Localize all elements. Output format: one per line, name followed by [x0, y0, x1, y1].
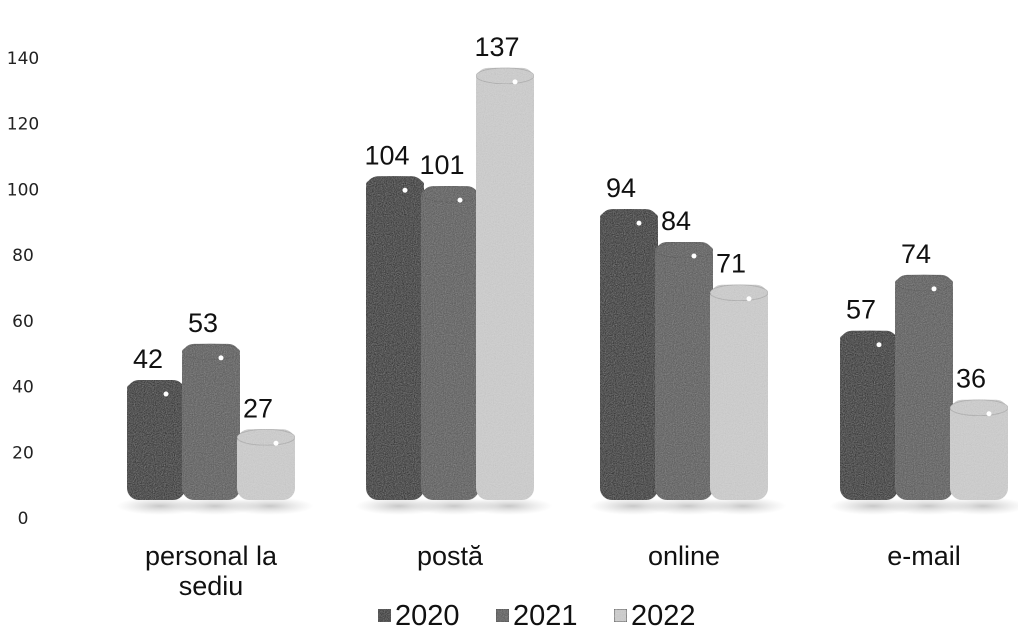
bar-cap	[654, 241, 714, 259]
data-label-2022-0: 27	[243, 393, 273, 423]
bar-cap	[475, 67, 535, 85]
bar-highlight	[636, 220, 642, 226]
bar-highlight	[402, 187, 408, 193]
category-label: online	[648, 541, 720, 571]
bar-cap	[181, 343, 241, 361]
bar-body	[655, 242, 713, 500]
bar-highlight	[986, 411, 992, 417]
bar-cap	[365, 175, 425, 193]
category-label: sediu	[179, 571, 244, 601]
bar-2020-1	[355, 175, 443, 515]
bars-group	[116, 67, 1018, 515]
bar-body	[840, 330, 898, 500]
bar-shadow	[939, 497, 1018, 515]
bar-cap	[126, 379, 186, 397]
bar-shadow	[699, 497, 787, 515]
y-tick-label: 80	[12, 246, 34, 266]
data-label-2021-3: 74	[901, 239, 931, 269]
bar-cap	[709, 284, 769, 302]
bar-body	[710, 284, 768, 500]
bar-cap	[894, 274, 954, 292]
bar-body	[237, 429, 295, 500]
bar-body	[476, 67, 534, 500]
legend-label-2022: 2022	[631, 600, 696, 632]
bar-highlight	[746, 296, 752, 302]
bar-highlight	[163, 391, 169, 397]
bar-highlight	[931, 286, 937, 292]
bar-highlight	[876, 342, 882, 348]
data-label-2021-0: 53	[188, 308, 218, 338]
category-label: postă	[417, 541, 484, 571]
y-tick-label: 100	[7, 180, 39, 200]
bar-cap	[420, 185, 480, 203]
bar-highlight	[273, 440, 279, 446]
data-label-2020-0: 42	[133, 344, 163, 374]
bar-shadow	[465, 497, 553, 515]
data-label-2022-3: 36	[956, 364, 986, 394]
bar-body	[895, 274, 953, 500]
bar-2022-0	[226, 428, 314, 515]
legend-swatch-2021	[495, 608, 510, 623]
category-label: e-mail	[887, 541, 961, 571]
bar-body	[950, 399, 1008, 500]
bar-highlight	[218, 355, 224, 361]
category-label: personal la	[145, 541, 278, 571]
bar-body	[127, 380, 185, 500]
data-label-2020-3: 57	[846, 295, 876, 325]
data-label-2020-2: 94	[606, 173, 636, 203]
bar-cap	[599, 208, 659, 226]
y-tick-label: 40	[12, 378, 34, 398]
y-axis: 0 20 40 60 80 100 120 140	[7, 49, 39, 529]
legend: 2020 2021 2022	[377, 600, 696, 632]
legend-label-2021: 2021	[513, 600, 578, 632]
bar-highlight	[512, 79, 518, 85]
bar-highlight	[691, 253, 697, 259]
y-tick-label: 0	[18, 509, 29, 529]
bar-2022-1	[465, 67, 553, 515]
bar-cap	[236, 428, 296, 446]
bar-body	[366, 176, 424, 501]
data-label-2021-2: 84	[661, 206, 691, 236]
data-label-2022-1: 137	[474, 32, 519, 62]
data-label-2021-1: 101	[419, 150, 464, 180]
bar-2022-3	[939, 399, 1018, 515]
data-label-2022-2: 71	[716, 249, 746, 279]
bar-body	[600, 209, 658, 500]
bar-2022-2	[699, 284, 787, 515]
y-tick-label: 20	[12, 443, 34, 463]
bar-highlight	[457, 197, 463, 203]
data-labels-group: 42 104 94 57 53 101 84 74 27 137 71 36	[133, 32, 986, 423]
y-tick-label: 120	[7, 115, 39, 135]
y-tick-label: 140	[7, 49, 39, 69]
y-tick-label: 60	[12, 312, 34, 332]
data-label-2020-1: 104	[364, 140, 409, 170]
bar-body	[182, 343, 240, 500]
legend-label-2020: 2020	[395, 600, 460, 632]
legend-swatch-2022	[613, 608, 628, 623]
bar-shadow	[226, 497, 314, 515]
legend-swatch-2020	[377, 608, 392, 623]
bar-cap	[949, 399, 1009, 417]
bar-body	[421, 186, 479, 500]
bar-cap	[839, 330, 899, 348]
